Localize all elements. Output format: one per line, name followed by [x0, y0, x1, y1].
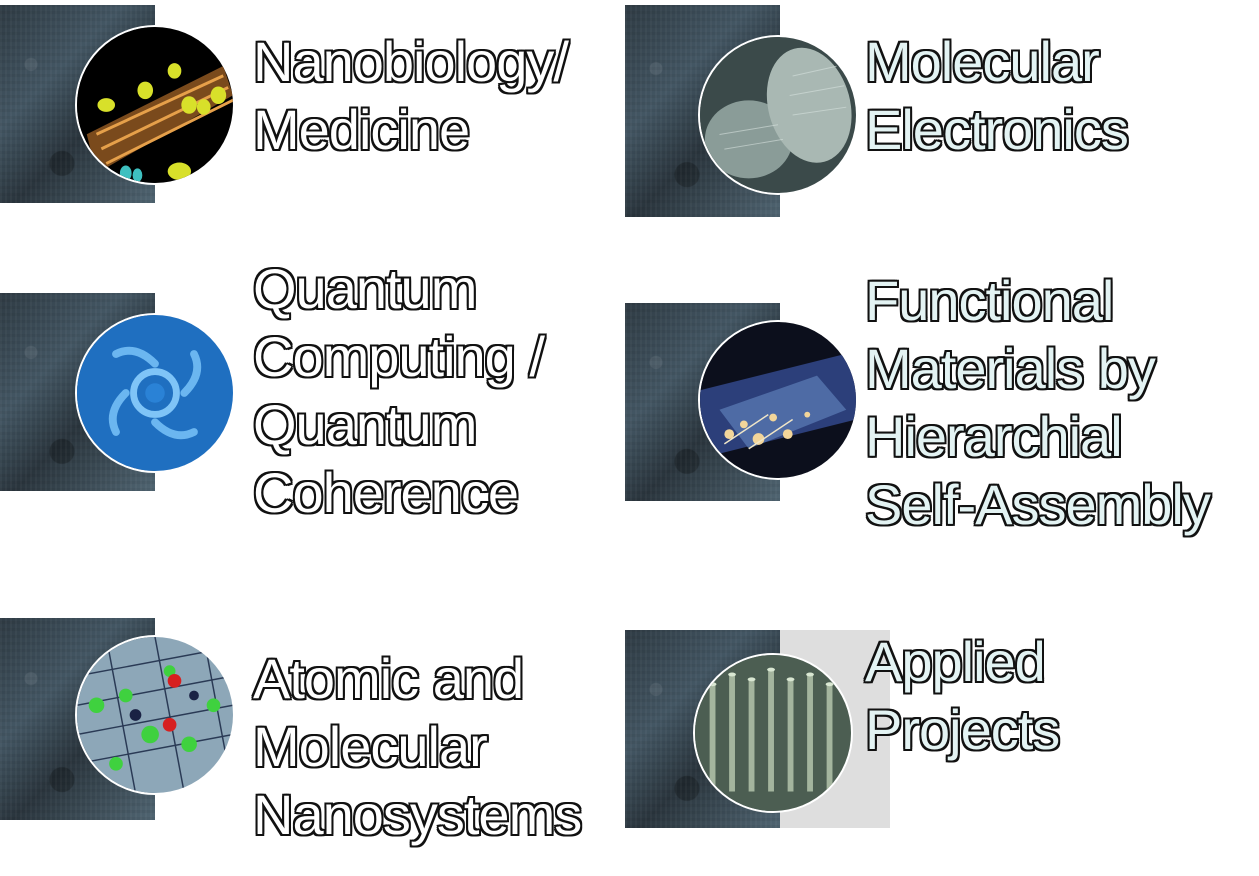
tile-applied-projects[interactable]: Applied Projects [620, 625, 1090, 835]
tile-nanobiology[interactable]: Nanobiology/ Medicine [0, 0, 600, 210]
molecular-electronics-thumbnail-icon [698, 35, 858, 195]
tile-functional-materials[interactable]: Functional Materials by Hierarchial Self… [620, 265, 1250, 545]
tile-label-line: Functional [865, 269, 1114, 332]
tile-label-line: Self-Assembly [865, 473, 1211, 536]
atomic-molecular-thumbnail-icon [75, 635, 235, 795]
tile-label-line: Atomic and [253, 647, 524, 710]
tile-label: Functional Materials by Hierarchial Self… [865, 267, 1211, 539]
tile-label-line: Hierarchial [865, 405, 1123, 468]
tile-label-line: Coherence [253, 461, 519, 524]
nanobiology-thumbnail-icon [75, 25, 235, 185]
tile-label-line: Materials by [865, 337, 1156, 400]
tile-label-line: Nanobiology/ [253, 30, 569, 93]
tile-label: Quantum Computing / Quantum Coherence [253, 255, 545, 527]
tile-label-line: Medicine [253, 98, 470, 161]
tile-label-line: Applied [865, 630, 1046, 693]
quantum-thumbnail-icon [75, 313, 235, 473]
tile-label-line: Molecular [253, 715, 488, 778]
tile-label-line: Nanosystems [253, 783, 582, 846]
applied-projects-thumbnail-icon [693, 653, 853, 813]
tile-atomic-molecular[interactable]: Atomic and Molecular Nanosystems [0, 615, 610, 846]
tile-quantum[interactable]: Quantum Computing / Quantum Coherence [0, 255, 600, 530]
tile-label-line: Projects [865, 698, 1060, 761]
functional-materials-thumbnail-icon [698, 320, 858, 480]
tile-label-line: Molecular [865, 30, 1100, 93]
tile-label-line: Quantum [253, 257, 477, 320]
tile-label-line: Electronics [865, 98, 1129, 161]
tile-label: Atomic and Molecular Nanosystems [253, 645, 582, 849]
tile-label-line: Quantum [253, 393, 477, 456]
tile-label: Nanobiology/ Medicine [253, 28, 569, 164]
tile-molecular-electronics[interactable]: Molecular Electronics [620, 0, 1240, 220]
tile-label-line: Computing / [253, 325, 545, 388]
tile-label: Applied Projects [865, 628, 1060, 764]
tile-label: Molecular Electronics [865, 28, 1129, 164]
